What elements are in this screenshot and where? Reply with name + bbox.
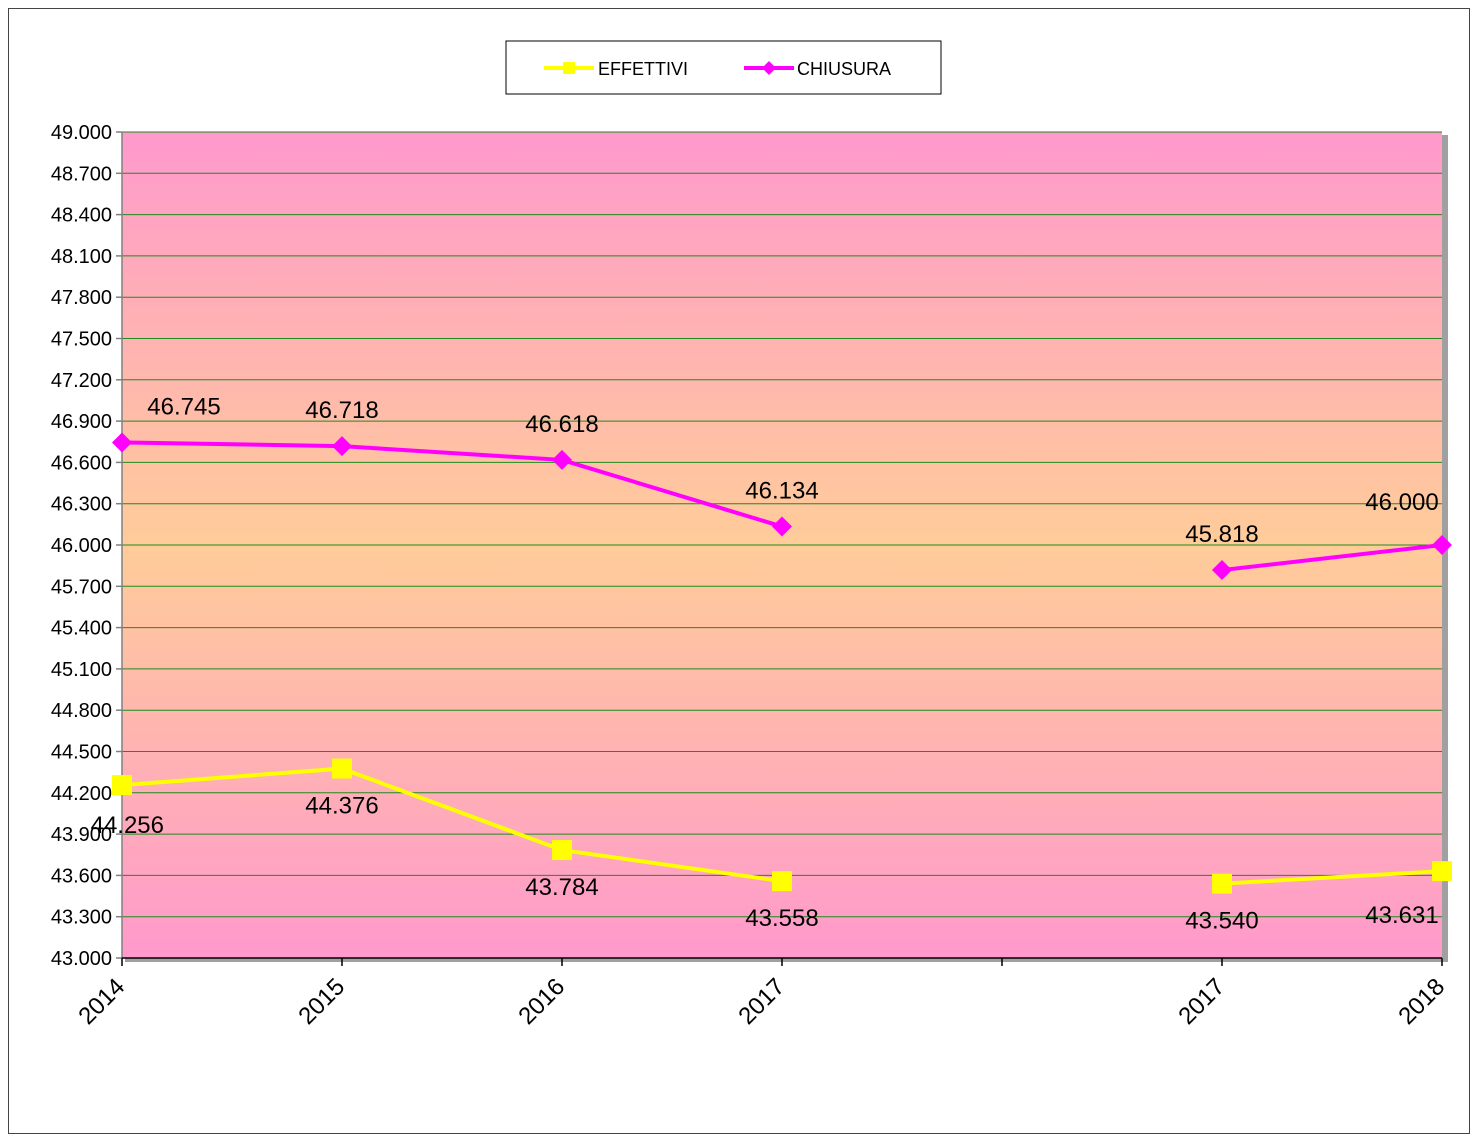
y-tick-label: 43.900 bbox=[51, 824, 112, 846]
data-label: 43.631 bbox=[1365, 902, 1438, 929]
data-label: 46.618 bbox=[525, 411, 598, 438]
legend: EFFETTIVI CHIUSURA bbox=[505, 40, 942, 95]
y-tick-label: 48.400 bbox=[51, 205, 112, 227]
x-tick-label: 2017 bbox=[1173, 973, 1230, 1030]
y-tick-label: 43.000 bbox=[51, 948, 112, 970]
point-marker-chiusura bbox=[772, 516, 792, 537]
point-marker-chiusura bbox=[552, 449, 572, 470]
x-tick-label: 2014 bbox=[73, 973, 130, 1030]
y-tick-label: 46.900 bbox=[51, 411, 112, 433]
point-marker-effettivi bbox=[552, 840, 572, 861]
legend-marker-chiusura bbox=[762, 61, 776, 75]
series-line-chiusura bbox=[1221, 543, 1443, 573]
y-tick-label: 47.500 bbox=[51, 329, 112, 351]
y-tick-label: 47.800 bbox=[51, 287, 112, 309]
data-label: 46.718 bbox=[305, 397, 378, 424]
y-tick-label: 46.300 bbox=[51, 494, 112, 516]
data-label: 46.134 bbox=[745, 478, 818, 505]
legend-marker-effettivi bbox=[563, 62, 575, 74]
data-label: 43.558 bbox=[745, 905, 818, 932]
point-marker-effettivi bbox=[332, 758, 352, 779]
data-label: 46.000 bbox=[1365, 489, 1438, 516]
point-marker-chiusura bbox=[1432, 535, 1452, 555]
point-marker-effettivi bbox=[112, 775, 132, 796]
x-tick-label: 2015 bbox=[293, 973, 350, 1030]
y-tick-labels: 43.000 43.300 43.600 43.900 44.200 44.500 44.8… bbox=[51, 122, 112, 970]
series-line-effettivi bbox=[121, 766, 783, 884]
legend-label-effettivi: EFFETTIVI bbox=[598, 59, 688, 79]
data-label: 44.256 bbox=[91, 812, 164, 839]
point-marker-chiusura bbox=[1212, 560, 1232, 581]
data-label: 44.376 bbox=[305, 793, 378, 820]
y-tick-label: 43.300 bbox=[51, 907, 112, 929]
y-tick-label: 45.700 bbox=[51, 576, 112, 598]
series bbox=[112, 432, 1452, 894]
x-tick-label: 2018 bbox=[1393, 973, 1450, 1030]
point-marker-effettivi bbox=[772, 871, 792, 892]
y-tick-label: 48.700 bbox=[51, 163, 112, 185]
data-labels: 44.256 44.376 43.784 43.558 43.540 43.631 46.7… bbox=[91, 393, 1439, 934]
y-tick-label: 43.600 bbox=[51, 865, 112, 887]
y-tick-label: 45.400 bbox=[51, 618, 112, 640]
x-tick-labels: 2014 2015 2016 2017 2017 2018 bbox=[73, 958, 1450, 1030]
y-tick-label: 49.000 bbox=[51, 122, 112, 144]
y-tick-label: 44.800 bbox=[51, 700, 112, 722]
legend-label-chiusura: CHIUSURA bbox=[797, 59, 891, 79]
y-tick-label: 47.200 bbox=[51, 370, 112, 392]
series-line-effettivi bbox=[1221, 869, 1443, 886]
point-marker-effettivi bbox=[1432, 861, 1452, 882]
point-marker-effettivi bbox=[1212, 873, 1232, 894]
y-tick-label: 44.200 bbox=[51, 783, 112, 805]
y-tick-label: 44.500 bbox=[51, 742, 112, 764]
series-line-chiusura bbox=[121, 440, 783, 529]
y-tick-label: 48.100 bbox=[51, 246, 112, 268]
x-tick-label: 2016 bbox=[513, 973, 570, 1030]
data-label: 46.745 bbox=[147, 393, 220, 420]
point-marker-chiusura bbox=[112, 432, 132, 453]
data-label: 43.540 bbox=[1185, 908, 1258, 935]
data-label: 45.818 bbox=[1185, 521, 1258, 548]
y-tick-label: 46.000 bbox=[51, 535, 112, 557]
data-label: 43.784 bbox=[525, 874, 598, 901]
point-marker-chiusura bbox=[332, 436, 352, 457]
y-tick-label: 45.100 bbox=[51, 659, 112, 681]
x-tick-label: 2017 bbox=[733, 973, 790, 1030]
y-tick-label: 46.600 bbox=[51, 452, 112, 474]
